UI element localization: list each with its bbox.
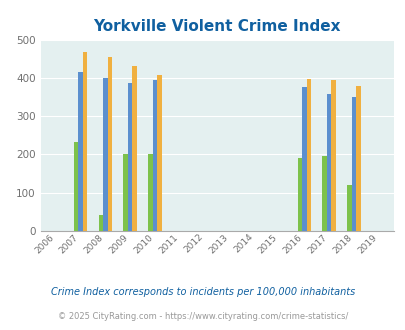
Bar bbox=[83, 52, 87, 231]
Bar bbox=[355, 85, 360, 231]
Bar bbox=[297, 157, 301, 231]
Text: Crime Index corresponds to incidents per 100,000 inhabitants: Crime Index corresponds to incidents per… bbox=[51, 287, 354, 297]
Bar bbox=[326, 94, 330, 231]
Text: © 2025 CityRating.com - https://www.cityrating.com/crime-statistics/: © 2025 CityRating.com - https://www.city… bbox=[58, 312, 347, 321]
Bar bbox=[107, 57, 112, 231]
Bar bbox=[301, 87, 306, 231]
Bar bbox=[98, 215, 103, 231]
Bar bbox=[346, 185, 351, 231]
Bar bbox=[73, 142, 78, 231]
Bar bbox=[152, 80, 157, 231]
Bar bbox=[78, 72, 83, 231]
Bar bbox=[351, 97, 355, 231]
Bar bbox=[148, 154, 152, 231]
Bar bbox=[103, 78, 107, 231]
Bar bbox=[123, 154, 128, 231]
Bar bbox=[306, 79, 310, 231]
Bar bbox=[132, 66, 136, 231]
Bar bbox=[330, 80, 335, 231]
Bar bbox=[128, 83, 132, 231]
Bar bbox=[157, 75, 161, 231]
Bar bbox=[322, 155, 326, 231]
Title: Yorkville Violent Crime Index: Yorkville Violent Crime Index bbox=[93, 19, 340, 34]
